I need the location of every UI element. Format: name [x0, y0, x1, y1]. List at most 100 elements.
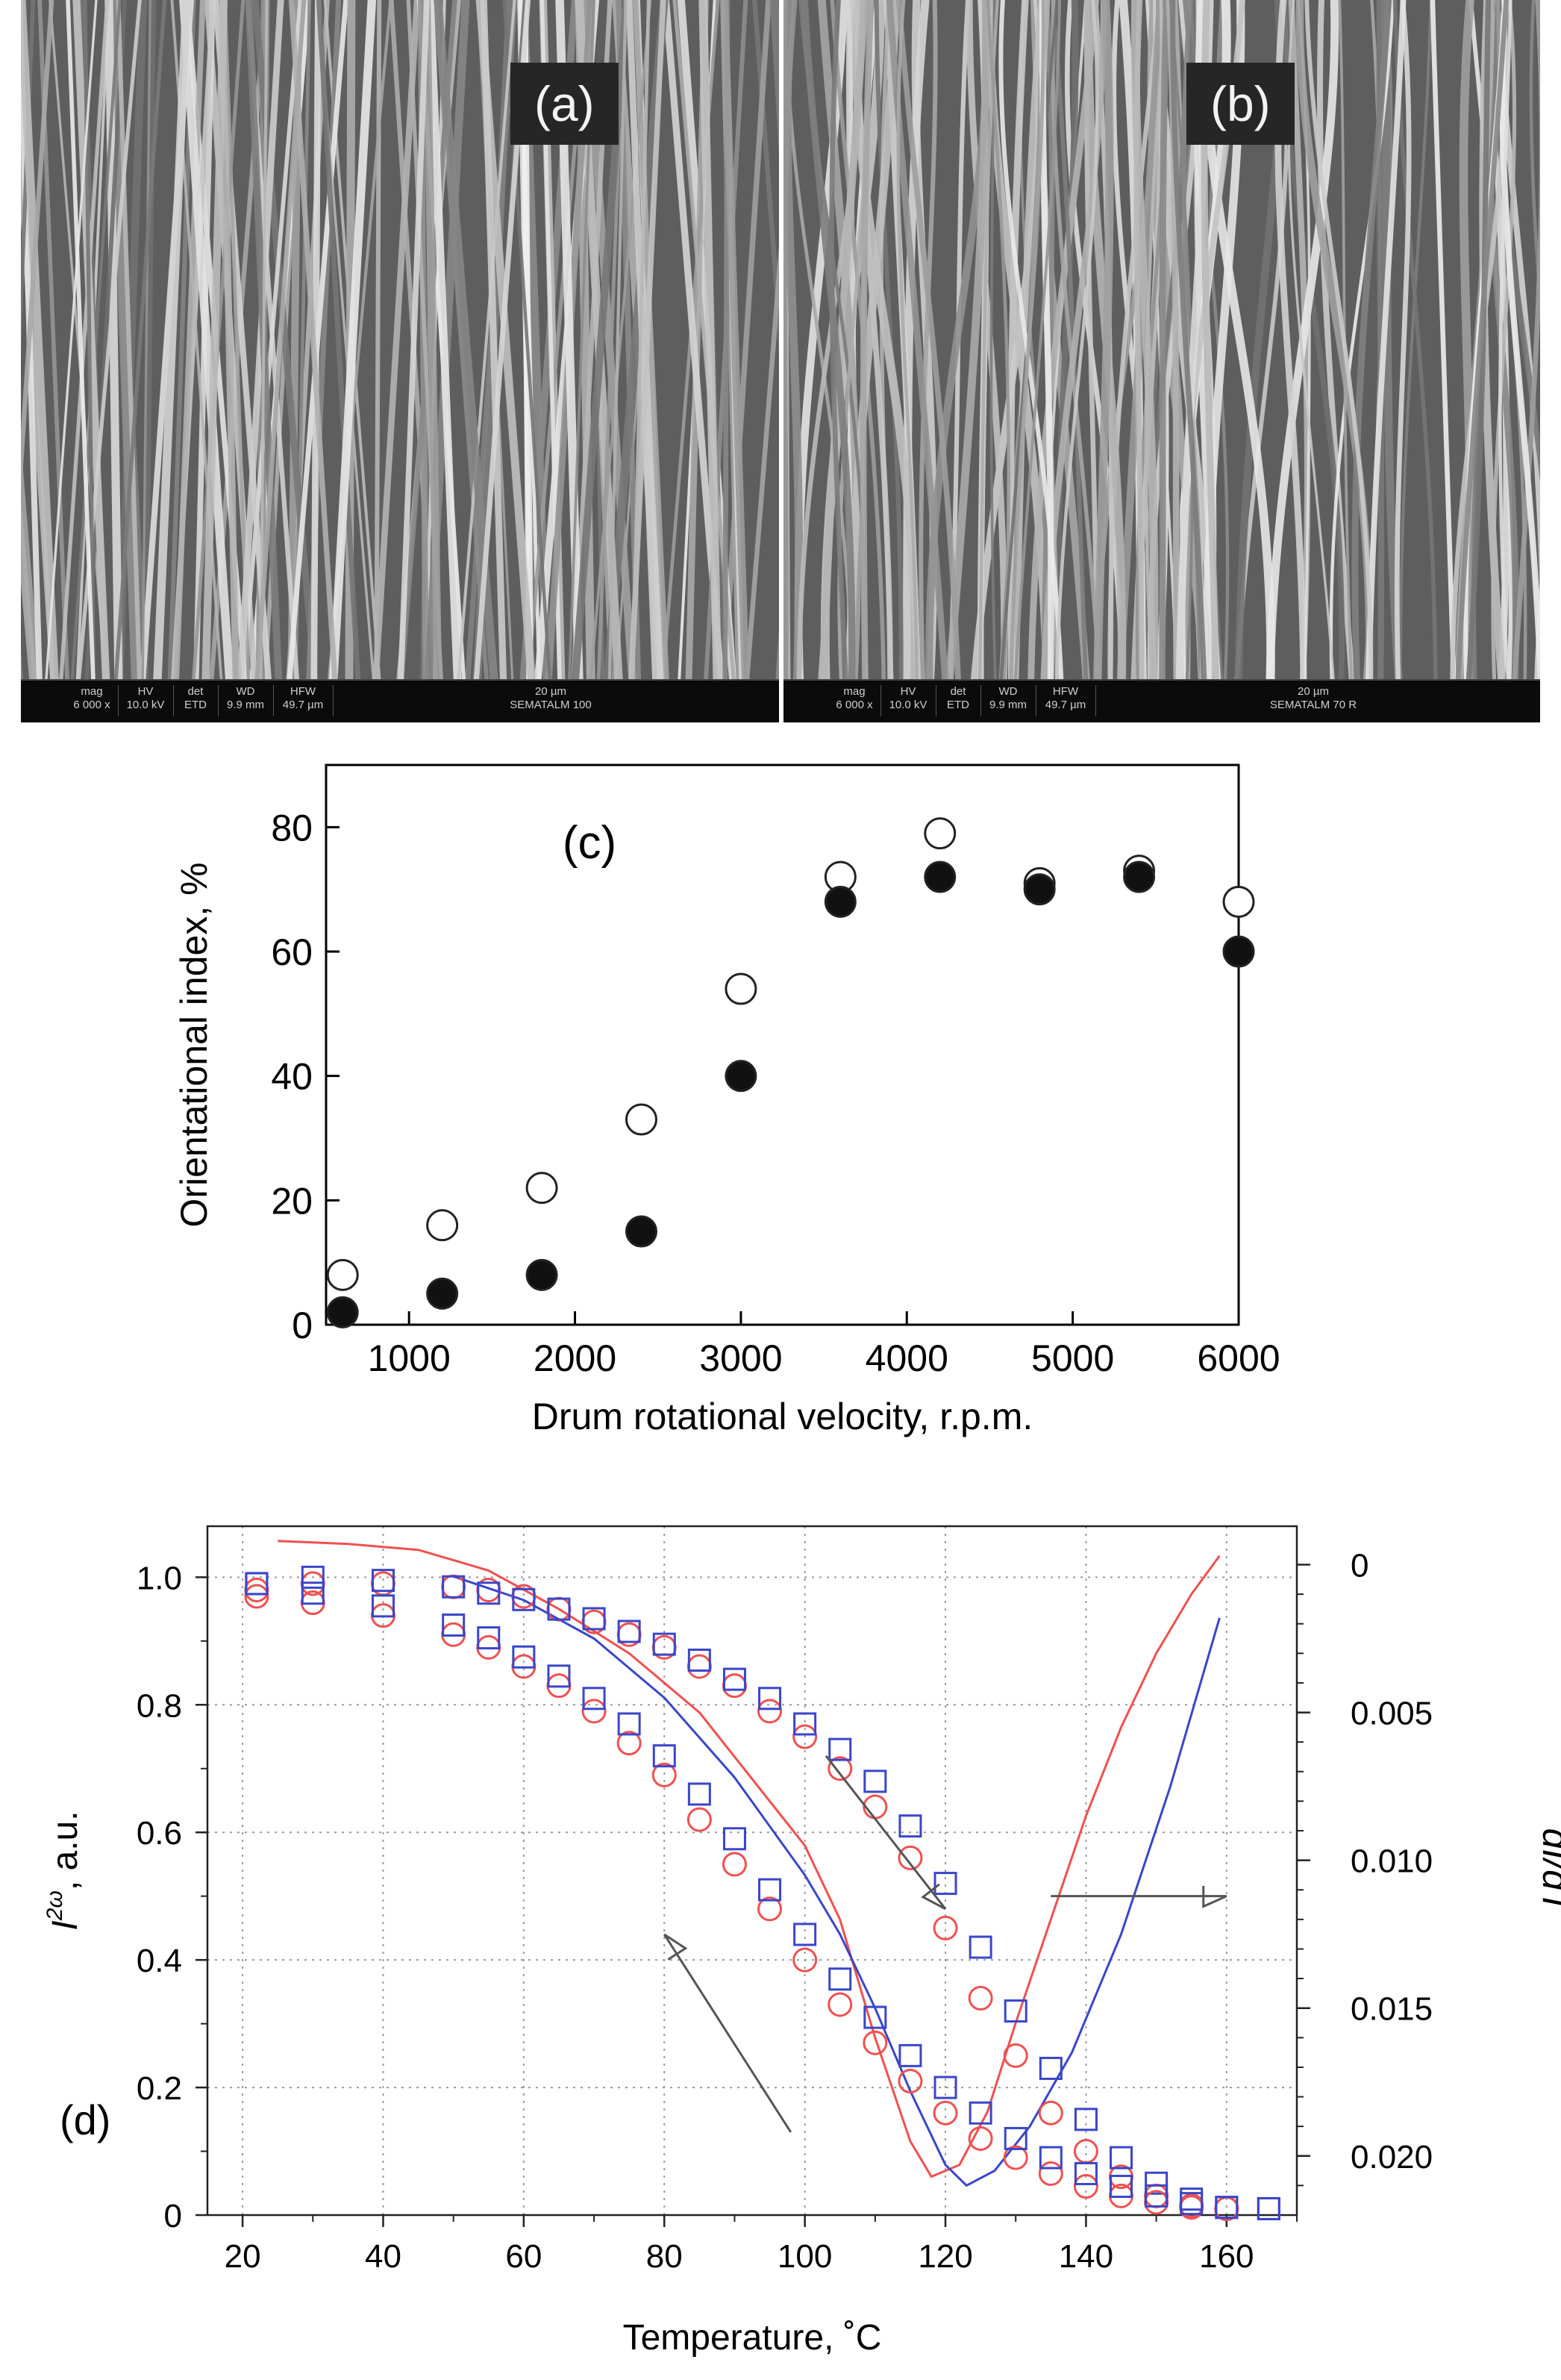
databar-det-a: det ETD — [173, 685, 219, 716]
sem-fiber — [741, 244, 779, 722]
sem-fiber — [316, 0, 363, 722]
y-tick-label: 80 — [271, 807, 313, 849]
point-square-cooling — [582, 1687, 606, 1711]
sem-fiber — [1144, 0, 1168, 722]
point-square-heating — [1257, 2196, 1280, 2220]
point-filled — [725, 1060, 757, 1093]
point-filled — [625, 1215, 657, 1248]
x-tick-label: 20 — [225, 2238, 261, 2275]
point-square-cooling — [863, 2005, 887, 2029]
sem-fiber — [1008, 0, 1046, 722]
sem-fiber — [251, 0, 307, 722]
y-axis-label: Orientational index, % — [173, 862, 215, 1227]
point-circle-cooling — [1073, 2174, 1098, 2199]
databar-wd-b: WD 9.9 mm — [980, 685, 1036, 716]
sem-fiber — [110, 0, 167, 722]
sem-fiber — [21, 495, 41, 722]
databar-scale-b: 20 µm SEMATALM 70 R — [1269, 685, 1357, 711]
y2-tick-label: 0.020 — [1351, 2139, 1433, 2176]
point-circle-heating — [828, 1756, 853, 1781]
point-circle-cooling — [244, 1584, 269, 1609]
point-square-cooling — [898, 2043, 922, 2067]
y-tick-label: 0 — [292, 1305, 313, 1346]
point-square-heating — [617, 1620, 641, 1643]
point-square-heating — [863, 1770, 887, 1793]
sem-fiber — [1092, 0, 1114, 722]
sem-fiber — [896, 0, 919, 722]
sem-fiber — [630, 0, 651, 722]
heating-arrow-head — [921, 1883, 946, 1911]
point-open — [426, 1209, 459, 1242]
point-filled — [1222, 935, 1255, 968]
sem-fiber — [66, 0, 97, 722]
y-tick-label: 1.0 — [137, 1560, 182, 1596]
point-square-cooling — [758, 1878, 782, 1902]
sem-image-b: (b) mag 6 000 x HV 10.0 kV det ETD WD 9.9 mm… — [783, 0, 1540, 722]
point-square-heating — [828, 1737, 852, 1761]
sem-fiber — [72, 0, 142, 722]
y-axis-label-sup: 2ω — [43, 1890, 67, 1921]
sem-fiber — [422, 0, 443, 722]
point-square-heating — [371, 1569, 395, 1593]
sem-fiber — [1169, 0, 1209, 722]
point-circle-heating — [792, 1724, 818, 1749]
point-circle-cooling — [722, 1852, 747, 1877]
point-square-cooling — [245, 1572, 269, 1596]
sem-fiber — [462, 0, 518, 722]
point-square-cooling — [687, 1782, 711, 1806]
sem-fiber — [1051, 0, 1104, 722]
x-axis-label: Drum rotational velocity, r.p.m. — [532, 1396, 1033, 1437]
point-filled — [525, 1258, 558, 1291]
point-square-cooling — [1215, 2196, 1239, 2220]
sem-fiber — [1491, 0, 1517, 722]
databar-scale-a: 20 µm SEMATALM 100 — [510, 685, 592, 711]
sem-fiber — [288, 0, 341, 722]
point-square-heating — [1110, 2146, 1133, 2170]
sem-databar-b: mag 6 000 x HV 10.0 kV det ETD WD 9.9 mm HFW… — [783, 679, 1540, 722]
y2-tick-label: 0.005 — [1351, 1696, 1433, 1732]
sem-fiber — [1158, 0, 1170, 722]
x-tick-label: 140 — [1059, 2238, 1113, 2275]
sem-fiber — [1394, 0, 1412, 722]
point-circle-heating — [722, 1673, 747, 1699]
point-square-heating — [477, 1581, 501, 1605]
sem-fiber — [1169, 0, 1194, 722]
point-filled — [1023, 873, 1056, 906]
point-filled — [426, 1277, 459, 1310]
point-circle-cooling — [933, 2100, 958, 2126]
point-open — [924, 817, 957, 850]
point-square-cooling — [1145, 2184, 1169, 2208]
point-square-cooling — [652, 1744, 676, 1768]
sem-fiber — [998, 0, 1066, 722]
point-circle-cooling — [792, 1947, 818, 1973]
point-circle-cooling — [828, 1992, 853, 2017]
sem-fiber — [818, 0, 869, 722]
sem-fiber — [1499, 0, 1540, 722]
x-tick-label: 3000 — [699, 1337, 782, 1379]
orientation-index-chart: 0 20 40 60 80 1000 2000 3000 4000 5000 6000 Drum ro… — [173, 763, 1280, 1437]
point-open — [625, 1103, 657, 1136]
sem-fiber — [919, 0, 938, 722]
point-circle-heating — [441, 1574, 466, 1599]
y-tick-label: 0.6 — [137, 1815, 182, 1852]
point-circle-cooling — [757, 1896, 783, 1922]
sem-fiber — [720, 0, 751, 722]
sem-fiber — [1430, 0, 1458, 722]
sem-fiber — [1007, 0, 1029, 722]
y2-axis-label: dI/dT — [1535, 1828, 1561, 1916]
plot-frame — [325, 763, 1240, 1326]
point-square-heating — [245, 1572, 269, 1596]
panel-label-d: (d) — [60, 2096, 110, 2143]
point-square-heating — [1039, 2056, 1063, 2080]
point-filled — [924, 861, 957, 893]
point-square-heating — [969, 1935, 992, 1959]
point-square-cooling — [477, 1626, 501, 1650]
y-tick-label: 0 — [164, 2198, 182, 2234]
point-square-heating — [722, 1667, 746, 1691]
panel-label-a: (a) — [510, 63, 619, 145]
point-circle-cooling — [686, 1807, 712, 1832]
sem-fiber — [1011, 0, 1061, 722]
sem-fiber — [886, 0, 952, 722]
sem-fiber — [179, 0, 237, 722]
derivative-curve-blue — [453, 1575, 1221, 2187]
